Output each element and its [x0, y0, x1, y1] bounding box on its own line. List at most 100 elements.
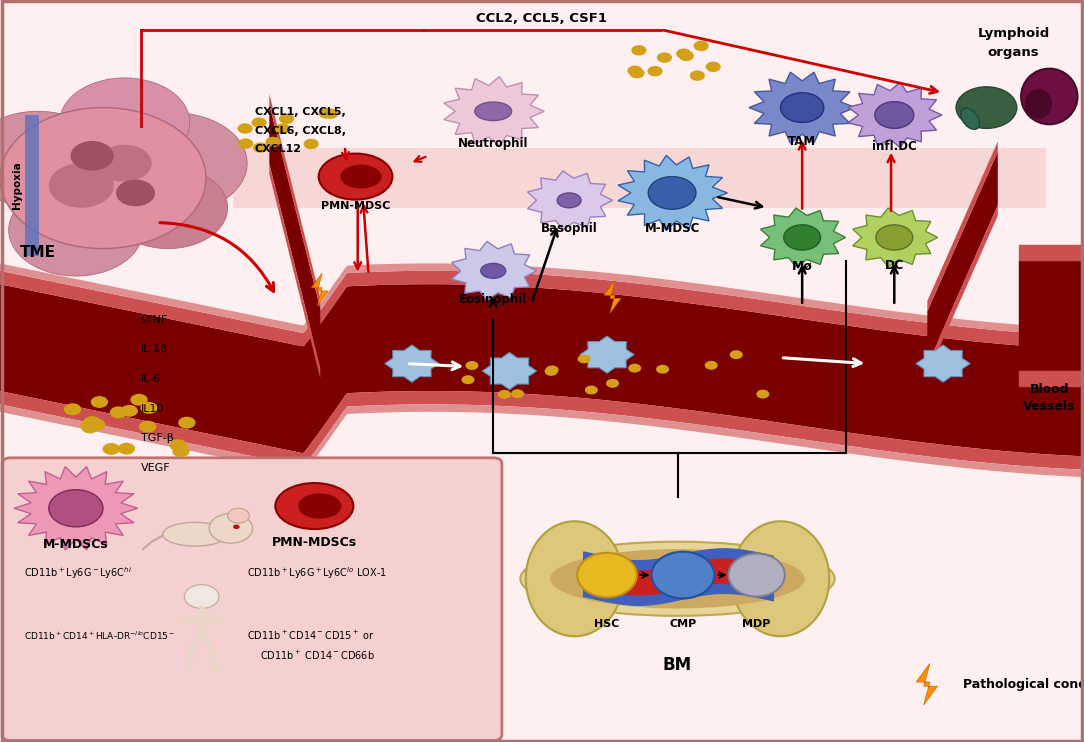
Ellipse shape [481, 263, 505, 278]
Ellipse shape [163, 522, 228, 546]
Text: PMN-MDSCs: PMN-MDSCs [272, 536, 357, 549]
Circle shape [544, 367, 557, 376]
Circle shape [628, 65, 643, 76]
Text: M-MDSC: M-MDSC [644, 223, 700, 235]
Ellipse shape [960, 108, 980, 129]
Text: sTNF: sTNF [141, 315, 168, 325]
Circle shape [648, 177, 696, 209]
Circle shape [253, 142, 268, 153]
Text: TAM: TAM [788, 135, 816, 148]
Circle shape [83, 416, 101, 428]
Circle shape [656, 365, 669, 374]
Circle shape [319, 108, 334, 119]
Text: BM: BM [663, 656, 692, 674]
Polygon shape [761, 208, 846, 267]
Circle shape [103, 443, 120, 455]
Polygon shape [443, 76, 544, 146]
Polygon shape [580, 336, 634, 373]
Circle shape [876, 225, 913, 250]
Circle shape [689, 70, 705, 81]
Polygon shape [14, 467, 138, 550]
Circle shape [465, 361, 478, 370]
Text: CD11b$^+$Ly6G$^+$Ly6C$^{lo}$ LOX-1: CD11b$^+$Ly6G$^+$Ly6C$^{lo}$ LOX-1 [247, 565, 387, 581]
Text: CD11b$^+$CD14$^-$CD15$^+$ or: CD11b$^+$CD14$^-$CD15$^+$ or [247, 628, 375, 642]
Text: CXCL12: CXCL12 [255, 144, 301, 154]
Circle shape [585, 386, 598, 395]
Circle shape [956, 87, 1017, 128]
Text: infl.DC: infl.DC [872, 140, 917, 153]
Circle shape [88, 419, 105, 431]
Circle shape [511, 390, 524, 398]
FancyBboxPatch shape [25, 115, 39, 256]
Circle shape [757, 390, 770, 398]
Polygon shape [482, 352, 537, 390]
Ellipse shape [550, 549, 804, 608]
Circle shape [606, 379, 619, 388]
Text: Lymphoid: Lymphoid [978, 27, 1049, 40]
Circle shape [629, 364, 642, 372]
Text: Hypoxia: Hypoxia [12, 162, 23, 209]
Circle shape [237, 123, 253, 134]
Text: TGF-β: TGF-β [141, 433, 173, 444]
Ellipse shape [732, 521, 829, 636]
Circle shape [228, 508, 249, 523]
Circle shape [64, 404, 81, 416]
Ellipse shape [651, 552, 714, 598]
Circle shape [304, 139, 319, 149]
Circle shape [676, 48, 692, 59]
Ellipse shape [557, 193, 581, 208]
Text: CD11b$^+$Ly6G$^-$Ly6C$^{hi}$: CD11b$^+$Ly6G$^-$Ly6C$^{hi}$ [24, 565, 132, 581]
Text: VEGF: VEGF [141, 463, 170, 473]
Circle shape [694, 41, 709, 51]
Polygon shape [452, 241, 537, 301]
Circle shape [70, 141, 114, 171]
Text: TME: TME [20, 245, 55, 260]
Circle shape [679, 50, 694, 61]
Circle shape [0, 111, 108, 208]
Ellipse shape [340, 165, 382, 188]
Circle shape [706, 62, 721, 72]
Circle shape [251, 117, 267, 128]
Circle shape [169, 439, 186, 451]
Text: CXCL1, CXCL5,: CXCL1, CXCL5, [255, 107, 346, 117]
Circle shape [91, 396, 108, 408]
Text: IL-1β: IL-1β [141, 344, 168, 355]
Circle shape [233, 525, 240, 529]
Circle shape [209, 513, 253, 543]
Circle shape [0, 108, 206, 249]
Text: Neutrophil: Neutrophil [457, 137, 529, 150]
Text: organs: organs [988, 46, 1040, 59]
Text: CD11b$^+$ CD14$^-$CD66b: CD11b$^+$ CD14$^-$CD66b [260, 649, 375, 663]
Circle shape [578, 355, 591, 364]
Text: PMN-MDSC: PMN-MDSC [321, 201, 390, 211]
Circle shape [266, 137, 281, 147]
Polygon shape [749, 72, 855, 143]
Circle shape [780, 93, 824, 122]
Text: DC: DC [885, 260, 904, 272]
Text: Vessels: Vessels [1023, 401, 1075, 413]
Circle shape [875, 102, 914, 128]
Circle shape [705, 361, 718, 370]
Ellipse shape [298, 493, 341, 519]
Text: MDP: MDP [743, 619, 771, 629]
Circle shape [80, 419, 98, 431]
Circle shape [98, 145, 152, 182]
Circle shape [238, 139, 254, 149]
Ellipse shape [275, 483, 353, 529]
Polygon shape [385, 345, 439, 382]
Ellipse shape [319, 154, 392, 200]
Ellipse shape [520, 542, 835, 616]
Circle shape [730, 350, 743, 359]
Polygon shape [311, 273, 328, 306]
Circle shape [275, 123, 291, 134]
Circle shape [784, 225, 821, 250]
Text: Blood: Blood [1030, 384, 1069, 396]
Circle shape [49, 163, 114, 208]
Ellipse shape [728, 554, 785, 597]
Circle shape [545, 366, 558, 375]
Circle shape [178, 417, 195, 429]
Circle shape [647, 66, 662, 76]
Circle shape [49, 490, 103, 527]
Text: Eosinophil: Eosinophil [460, 293, 527, 306]
Ellipse shape [526, 521, 623, 636]
